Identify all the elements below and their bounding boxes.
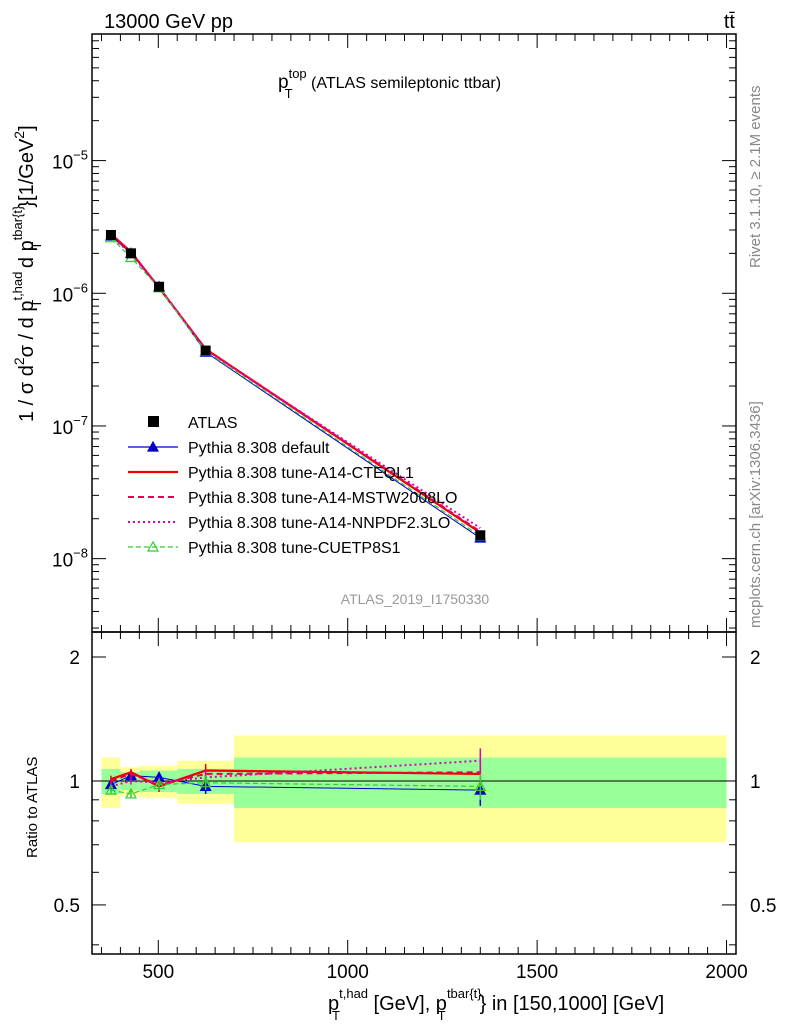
ratio-y-tick-label-left: 1 bbox=[69, 772, 80, 793]
header-process-label: tt̄ bbox=[724, 11, 736, 33]
legend-symbol bbox=[148, 416, 159, 427]
data-point-marker bbox=[105, 229, 116, 240]
ratio-y-tick-label-right: 0.5 bbox=[750, 896, 776, 917]
data-point-marker bbox=[126, 248, 137, 259]
legend-label: Pythia 8.308 tune-A14-CTEQL1 bbox=[188, 465, 414, 482]
data-point-marker bbox=[200, 345, 211, 356]
ratio-y-tick-label-left: 2 bbox=[69, 648, 80, 669]
legend-label: ATLAS bbox=[188, 415, 238, 432]
rivet-version-label: Rivet 3.1.10, ≥ 2.1M events bbox=[747, 86, 764, 269]
main-series-line bbox=[110, 235, 481, 529]
header-collision-label: 13000 GeV pp bbox=[104, 11, 233, 33]
main-series-line bbox=[110, 237, 481, 537]
main-y-tick-label: 10−5 bbox=[52, 148, 88, 174]
main-y-axis-label: 1 / σ d2σ / d pt,hadT d ptbar{t}T}[1/GeV… bbox=[10, 125, 44, 422]
x-tick-label: 2000 bbox=[705, 962, 747, 983]
main-y-tick-label: 10−7 bbox=[52, 413, 88, 439]
main-y-tick-label: 10−8 bbox=[52, 546, 88, 572]
main-series-layer bbox=[104, 229, 487, 543]
ratio-y-tick-label-right: 2 bbox=[750, 648, 761, 669]
legend-label: Pythia 8.308 tune-CUETP8S1 bbox=[188, 540, 401, 557]
legend-label: Pythia 8.308 default bbox=[188, 440, 330, 457]
axis-ticks bbox=[92, 33, 736, 954]
ratio-series-layer bbox=[104, 748, 487, 806]
axis-tick-labels: 500 1000 1500 2000 10−5 10−6 10−7 10−8 2 2 1 1 0.5 0.… bbox=[52, 148, 776, 983]
ratio-series-marker bbox=[153, 778, 166, 790]
ratio-y-axis-label: Ratio to ATLAS bbox=[24, 757, 41, 858]
legend: ATLAS Pythia 8.308 default Pythia 8.308 tu… bbox=[128, 415, 457, 557]
main-plot-title: ptop T (ATLAS semileptonic ttbar) bbox=[278, 66, 501, 101]
main-series-line bbox=[110, 233, 481, 534]
data-point-marker bbox=[154, 281, 165, 292]
legend-label: Pythia 8.308 tune-A14-MSTW2008LO bbox=[188, 490, 457, 507]
ratio-y-tick-label-left: 0.5 bbox=[54, 896, 80, 917]
data-point-marker bbox=[475, 530, 486, 541]
ratio-series-marker bbox=[199, 776, 212, 788]
mcplots-label: mcplots.cern.ch [arXiv:1306.3436] bbox=[747, 401, 764, 628]
legend-marker bbox=[146, 540, 160, 552]
x-tick-label: 1000 bbox=[327, 962, 369, 983]
x-tick-label: 500 bbox=[142, 962, 174, 983]
ratio-y-tick-label-right: 1 bbox=[750, 772, 761, 793]
x-axis-label: pt,had T [GeV], ptbar{t} T} in [150,1000] … bbox=[328, 986, 664, 1023]
legend-label: Pythia 8.308 tune-A14-NNPDF2.3LO bbox=[188, 515, 450, 532]
ratio-series-marker bbox=[124, 787, 138, 799]
main-series-line bbox=[110, 233, 481, 533]
main-y-tick-label: 10−6 bbox=[52, 280, 88, 306]
legend-marker bbox=[146, 440, 160, 452]
ratio-plot-frame bbox=[91, 631, 737, 955]
ratio-series-marker bbox=[104, 783, 117, 795]
x-tick-label: 1500 bbox=[516, 962, 558, 983]
ratio-series-marker bbox=[474, 780, 487, 792]
analysis-watermark: ATLAS_2019_I1750330 bbox=[341, 591, 490, 607]
